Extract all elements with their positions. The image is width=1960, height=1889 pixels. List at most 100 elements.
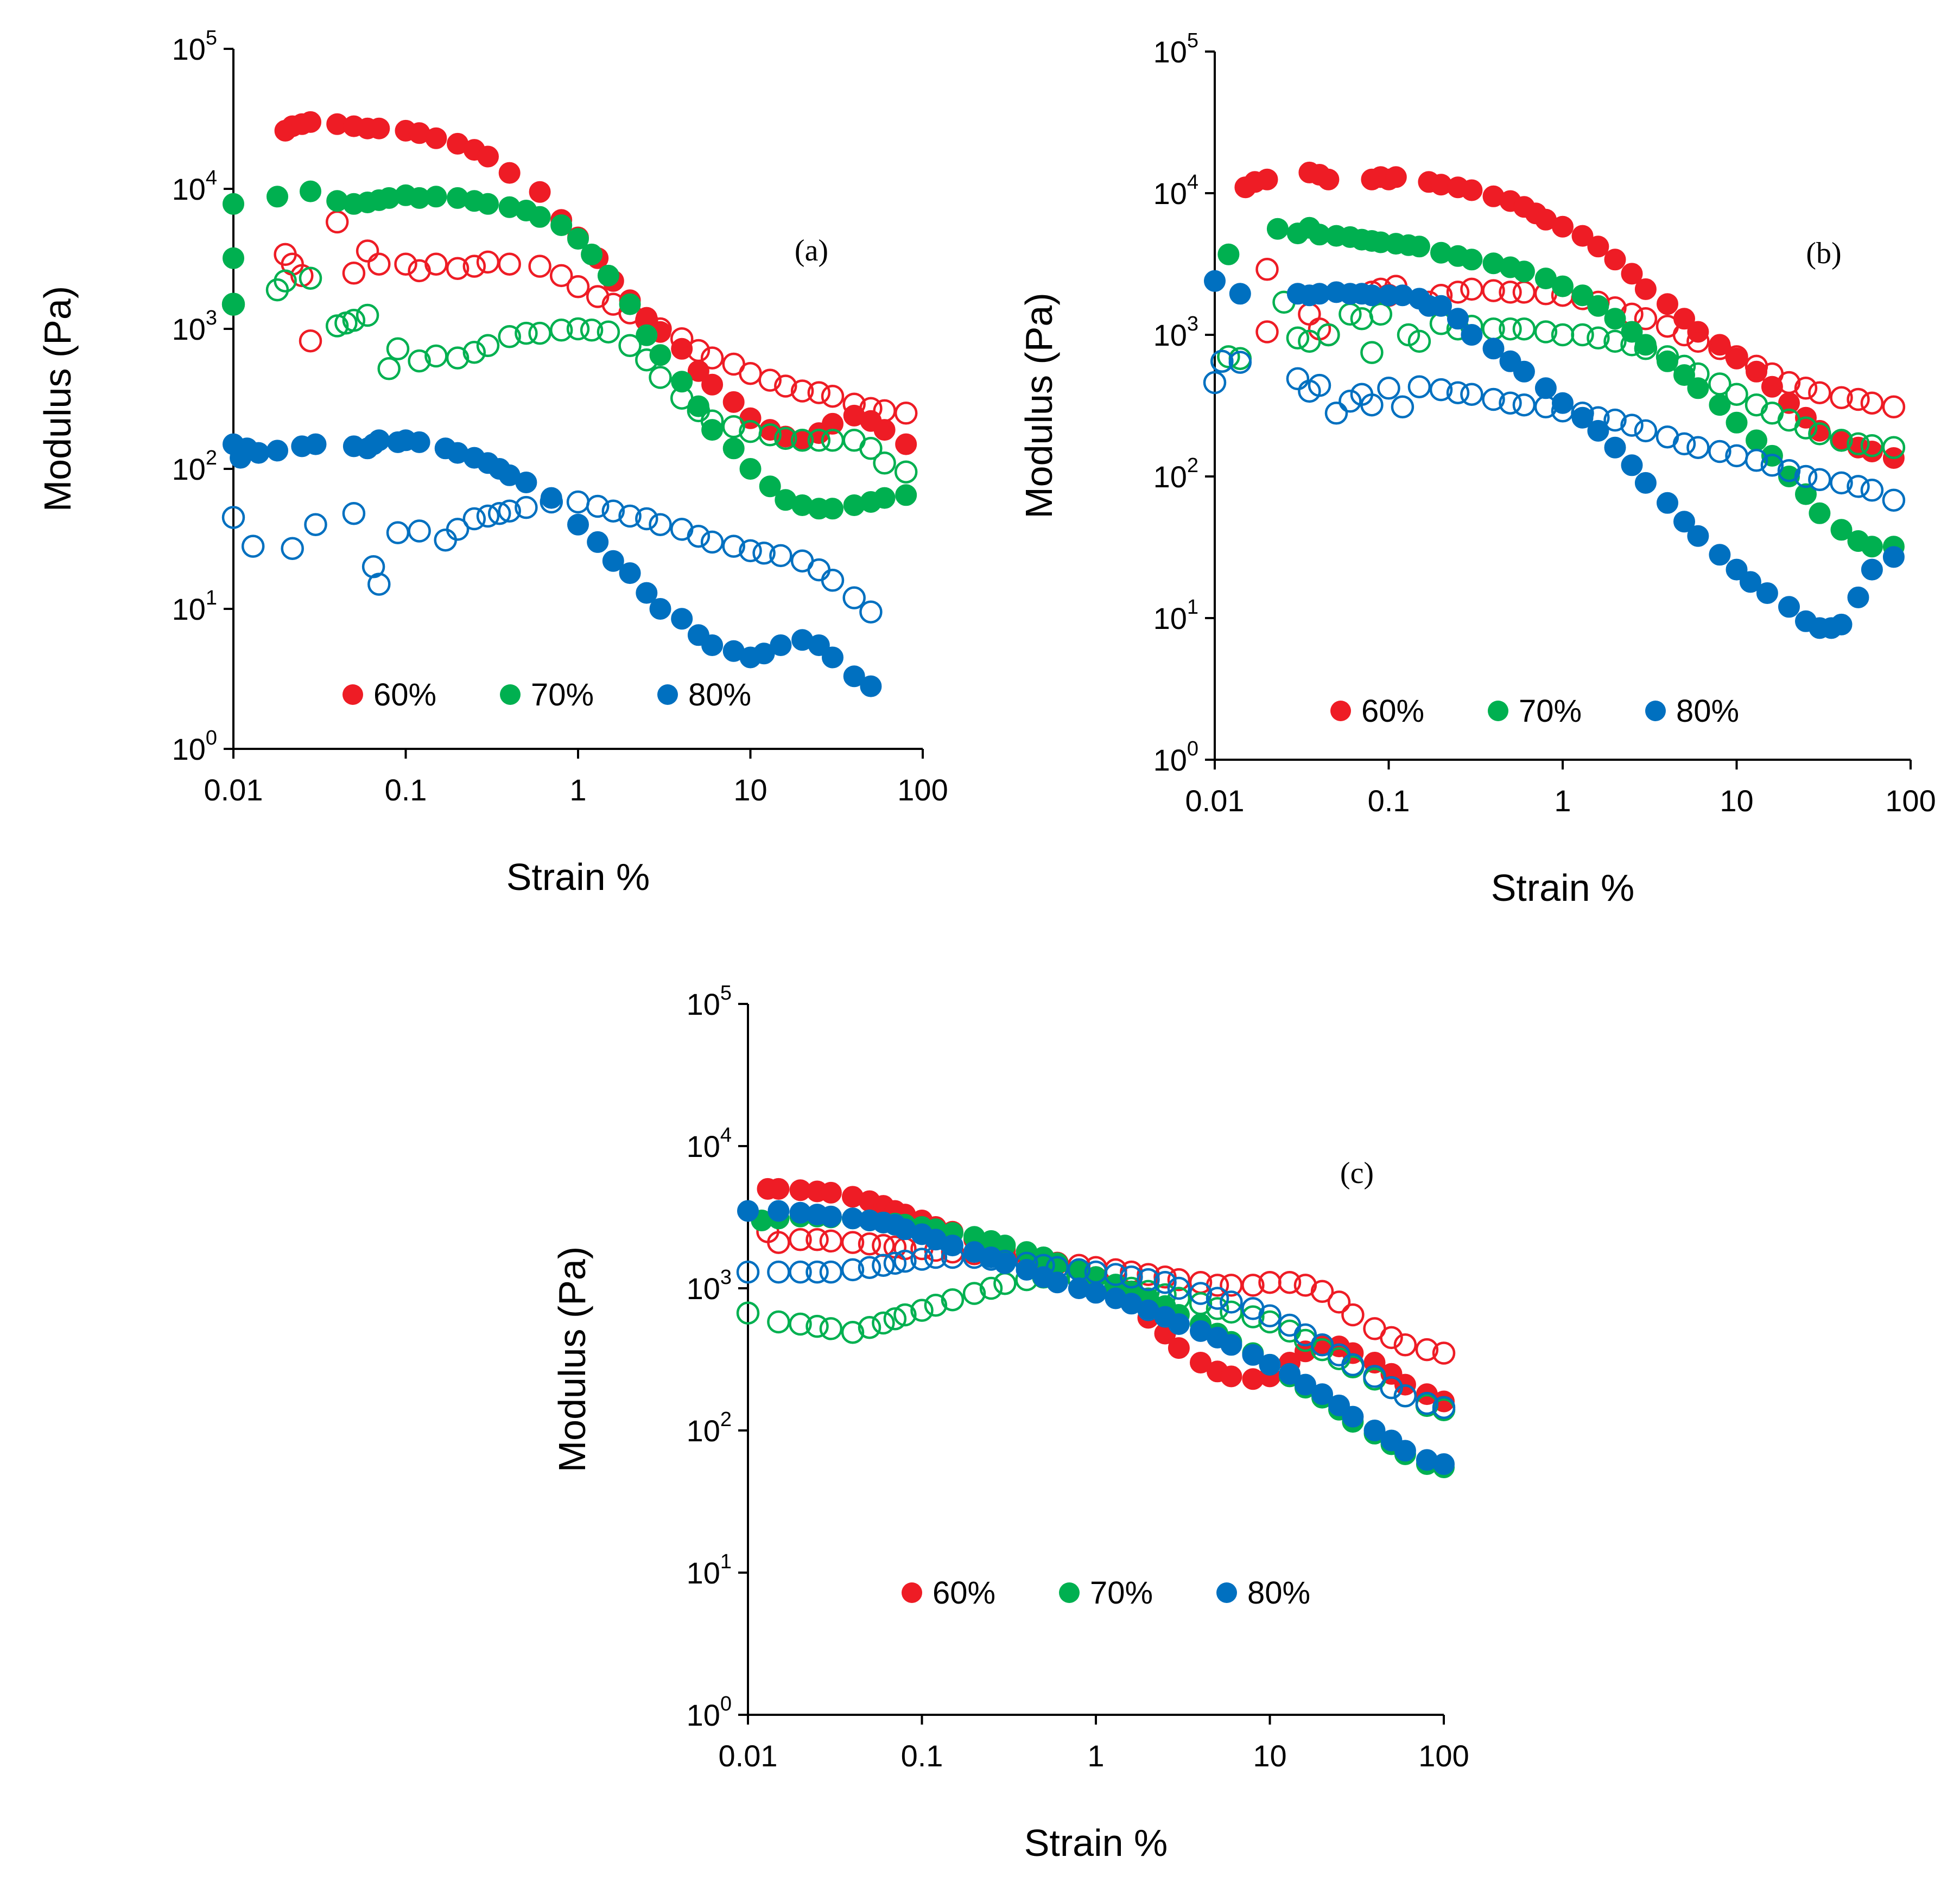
point-80pct-loss-modulus bbox=[872, 1254, 895, 1277]
legend-marker bbox=[1645, 701, 1666, 721]
legend-label: 70% bbox=[1090, 1575, 1153, 1611]
point-80pct-storage-modulus bbox=[1311, 1383, 1333, 1405]
point-80pct-loss-modulus bbox=[367, 573, 391, 596]
point-60pct-loss-modulus bbox=[1686, 329, 1710, 353]
x-tick-label: 0.01 bbox=[719, 1739, 778, 1773]
point-80pct-loss-modulus bbox=[1210, 349, 1234, 373]
point-70pct-loss-modulus bbox=[1206, 1297, 1229, 1320]
point-70pct-loss-modulus bbox=[1189, 1292, 1213, 1315]
point-70pct-loss-modulus bbox=[618, 334, 642, 358]
point-80pct-loss-modulus bbox=[842, 586, 866, 609]
point-80pct-loss-modulus bbox=[1460, 383, 1483, 406]
point-70pct-loss-modulus bbox=[924, 1293, 948, 1317]
point-80pct-storage-modulus bbox=[567, 513, 589, 536]
point-80pct-loss-modulus bbox=[700, 530, 724, 554]
point-80pct-loss-modulus bbox=[841, 1258, 865, 1282]
point-60pct-loss-modulus bbox=[549, 264, 573, 288]
point-80pct-storage-modulus bbox=[1621, 454, 1643, 476]
point-80pct-storage-modulus bbox=[1220, 1334, 1242, 1356]
point-80pct-loss-modulus bbox=[1534, 395, 1558, 419]
point-80pct-storage-modulus bbox=[1552, 392, 1574, 414]
point-60pct-loss-modulus bbox=[1327, 1290, 1351, 1314]
point-80pct-storage-modulus bbox=[808, 634, 830, 656]
point-60pct-loss-modulus bbox=[774, 374, 797, 398]
point-60pct-storage-modulus bbox=[1604, 249, 1626, 271]
point-60pct-loss-modulus bbox=[446, 257, 470, 280]
point-80pct-loss-modulus bbox=[566, 490, 590, 514]
y-tick-base: 10 bbox=[687, 1129, 720, 1163]
point-80pct-storage-modulus bbox=[1085, 1282, 1107, 1304]
point-70pct-loss-modulus bbox=[386, 337, 410, 361]
point-80pct-loss-modulus bbox=[1794, 465, 1818, 488]
point-80pct-storage-modulus bbox=[1534, 377, 1557, 399]
point-80pct-loss-modulus bbox=[1167, 1276, 1191, 1300]
point-60pct-loss-modulus bbox=[1393, 1333, 1417, 1357]
point-80pct-storage-modulus bbox=[1430, 295, 1452, 317]
point-70pct-loss-modulus bbox=[1708, 372, 1731, 396]
y-tick-exponent: 5 bbox=[206, 27, 217, 49]
point-80pct-loss-modulus bbox=[736, 1260, 760, 1284]
y-tick-label: 101 bbox=[172, 587, 217, 626]
point-80pct-storage-modulus bbox=[1461, 324, 1483, 346]
point-80pct-loss-modulus bbox=[1377, 377, 1400, 400]
point-60pct-loss-modulus bbox=[805, 1228, 829, 1251]
point-80pct-loss-modulus bbox=[1432, 1396, 1456, 1419]
point-70pct-loss-modulus bbox=[1847, 432, 1870, 456]
point-80pct-loss-modulus bbox=[993, 1249, 1017, 1273]
point-70pct-storage-modulus bbox=[1587, 295, 1609, 317]
point-80pct-loss-modulus bbox=[1137, 1268, 1160, 1292]
point-70pct-loss-modulus bbox=[1603, 329, 1627, 353]
point-60pct-storage-modulus bbox=[1552, 215, 1574, 238]
point-70pct-storage-modulus bbox=[300, 180, 321, 202]
point-60pct-loss-modulus bbox=[1293, 1274, 1317, 1297]
point-60pct-loss-modulus bbox=[498, 252, 521, 276]
point-80pct-loss-modulus bbox=[805, 1260, 829, 1284]
panel-label: (c) bbox=[1340, 1156, 1374, 1190]
point-80pct-loss-modulus bbox=[1120, 1265, 1143, 1289]
point-80pct-storage-modulus bbox=[602, 550, 624, 572]
point-70pct-storage-modulus bbox=[1809, 502, 1831, 524]
point-80pct-loss-modulus bbox=[1634, 419, 1658, 443]
point-80pct-loss-modulus bbox=[1286, 367, 1310, 391]
point-70pct-loss-modulus bbox=[325, 314, 349, 338]
point-80pct-loss-modulus bbox=[1206, 1287, 1229, 1310]
point-70pct-loss-modulus bbox=[274, 269, 297, 292]
point-80pct-storage-modulus bbox=[820, 1205, 842, 1227]
point-60pct-loss-modulus bbox=[841, 1231, 865, 1254]
y-tick-label: 105 bbox=[687, 982, 732, 1021]
point-80pct-loss-modulus bbox=[739, 539, 762, 563]
point-80pct-loss-modulus bbox=[1620, 414, 1644, 437]
point-70pct-storage-modulus bbox=[1778, 466, 1800, 487]
point-70pct-storage-modulus bbox=[1217, 243, 1240, 265]
point-80pct-loss-modulus bbox=[221, 506, 245, 529]
point-60pct-storage-modulus bbox=[1621, 263, 1643, 285]
point-70pct-loss-modulus bbox=[962, 1282, 986, 1305]
point-70pct-loss-modulus bbox=[342, 309, 366, 332]
point-80pct-storage-modulus bbox=[619, 562, 641, 584]
point-60pct-loss-modulus bbox=[873, 399, 896, 423]
point-80pct-storage-modulus bbox=[1882, 546, 1905, 568]
point-60pct-loss-modulus bbox=[1830, 386, 1853, 410]
legend-marker bbox=[500, 684, 521, 705]
point-80pct-storage-modulus bbox=[1447, 308, 1469, 330]
point-70pct-loss-modulus bbox=[941, 1288, 965, 1312]
point-70pct-storage-modulus bbox=[1513, 260, 1535, 283]
y-tick-label: 105 bbox=[1153, 29, 1198, 69]
point-80pct-storage-modulus bbox=[1294, 1373, 1316, 1396]
point-80pct-loss-modulus bbox=[1015, 1251, 1038, 1275]
point-60pct-loss-modulus bbox=[739, 361, 762, 385]
point-70pct-storage-modulus bbox=[477, 193, 499, 215]
point-80pct-loss-modulus bbox=[1189, 1282, 1213, 1305]
point-60pct-storage-modulus bbox=[1256, 168, 1278, 190]
point-60pct-storage-modulus bbox=[1385, 166, 1407, 188]
y-tick-base: 10 bbox=[687, 987, 720, 1021]
point-80pct-storage-modulus bbox=[1604, 436, 1626, 459]
point-70pct-loss-modulus bbox=[805, 1314, 829, 1338]
point-70pct-loss-modulus bbox=[1830, 429, 1853, 452]
x-tick-label: 1 bbox=[1554, 784, 1571, 818]
point-70pct-storage-modulus bbox=[1461, 249, 1483, 271]
point-60pct-storage-modulus bbox=[1587, 236, 1609, 258]
point-80pct-storage-modulus bbox=[941, 1235, 963, 1257]
y-tick-base: 10 bbox=[1153, 460, 1187, 494]
point-60pct-storage-modulus bbox=[873, 419, 896, 441]
